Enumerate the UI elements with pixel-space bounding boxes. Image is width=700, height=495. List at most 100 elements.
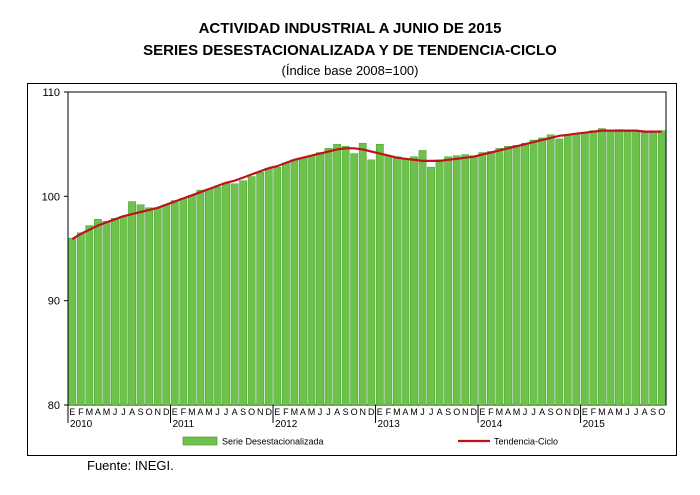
bar bbox=[256, 172, 265, 406]
bar bbox=[538, 137, 547, 406]
x-tick-label: A bbox=[437, 407, 443, 417]
bar bbox=[350, 153, 359, 406]
x-tick-label: N bbox=[462, 407, 469, 417]
bar bbox=[469, 155, 478, 406]
year-label: 2013 bbox=[378, 419, 401, 430]
bar bbox=[68, 237, 77, 406]
bar bbox=[358, 142, 367, 406]
y-tick-label: 100 bbox=[42, 191, 60, 203]
bar bbox=[486, 151, 495, 406]
bar bbox=[580, 132, 589, 406]
bar bbox=[102, 221, 111, 406]
x-tick-label: J bbox=[531, 407, 536, 417]
x-tick-label: F bbox=[181, 407, 187, 417]
x-tick-label: A bbox=[95, 407, 101, 417]
bar bbox=[598, 128, 606, 406]
x-tick-label: S bbox=[240, 407, 246, 417]
bar bbox=[85, 225, 94, 406]
bar bbox=[512, 145, 521, 406]
bar bbox=[657, 130, 666, 406]
x-tick-label: A bbox=[642, 407, 648, 417]
bar bbox=[384, 155, 393, 406]
bar bbox=[111, 218, 119, 406]
x-tick-label: A bbox=[402, 407, 408, 417]
x-tick-label: E bbox=[582, 407, 588, 417]
x-tick-label: F bbox=[591, 407, 597, 417]
x-tick-label: M bbox=[308, 407, 316, 417]
bar bbox=[640, 132, 649, 406]
chart-title: ACTIVIDAD INDUSTRIAL A JUNIO DE 2015 bbox=[198, 20, 502, 37]
bar bbox=[504, 146, 512, 406]
y-tick-label: 80 bbox=[48, 400, 60, 412]
bar bbox=[162, 204, 171, 406]
bar bbox=[333, 143, 341, 406]
x-tick-label: N bbox=[359, 407, 366, 417]
bar bbox=[367, 159, 376, 406]
x-tick-label: J bbox=[420, 407, 425, 417]
bar bbox=[128, 201, 136, 406]
bar bbox=[179, 198, 188, 406]
x-tick-label: S bbox=[343, 407, 349, 417]
x-tick-label: M bbox=[103, 407, 111, 417]
bar bbox=[264, 167, 273, 406]
bar bbox=[572, 133, 581, 406]
x-tick-label: M bbox=[598, 407, 606, 417]
bar bbox=[247, 176, 256, 406]
bar bbox=[495, 148, 504, 406]
x-tick-label: F bbox=[488, 407, 494, 417]
chart-subtitle-index: (Índice base 2008=100) bbox=[281, 63, 419, 78]
x-tick-label: J bbox=[215, 407, 220, 417]
x-tick-label: N bbox=[565, 407, 572, 417]
x-tick-label: S bbox=[548, 407, 554, 417]
x-tick-label: J bbox=[224, 407, 229, 417]
x-tick-label: F bbox=[386, 407, 392, 417]
bar bbox=[461, 154, 470, 406]
bar bbox=[307, 155, 316, 406]
bar bbox=[153, 207, 162, 406]
bar bbox=[136, 204, 145, 406]
year-label: 2015 bbox=[583, 419, 606, 430]
year-label: 2012 bbox=[275, 419, 298, 430]
plot-area bbox=[67, 91, 667, 406]
x-tick-label: O bbox=[556, 407, 563, 417]
x-tick-label: E bbox=[172, 407, 178, 417]
year-label: 2010 bbox=[70, 419, 93, 430]
x-tick-label: O bbox=[658, 407, 665, 417]
bar bbox=[299, 157, 307, 406]
bar bbox=[196, 189, 205, 406]
bar bbox=[145, 207, 154, 406]
bar bbox=[649, 131, 658, 406]
bar bbox=[230, 183, 239, 406]
bar bbox=[341, 146, 350, 406]
x-tick-label: A bbox=[334, 407, 340, 417]
legend-label-bars: Serie Desestacionalizada bbox=[222, 437, 324, 447]
x-tick-label: O bbox=[248, 407, 255, 417]
x-tick-label: O bbox=[146, 407, 153, 417]
x-tick-label: J bbox=[113, 407, 118, 417]
chart-frame: 80 90 100 110 E F M A M J J A S O N D E F M A M J J A S O N D E F M A M J… bbox=[27, 83, 677, 456]
x-tick-label: O bbox=[453, 407, 460, 417]
x-tick-label: M bbox=[513, 407, 521, 417]
bar bbox=[324, 148, 333, 406]
x-tick-label: A bbox=[539, 407, 545, 417]
bar bbox=[615, 129, 623, 406]
bar bbox=[170, 200, 179, 406]
bar bbox=[427, 166, 435, 406]
bar bbox=[281, 162, 290, 406]
bar bbox=[529, 139, 538, 406]
x-tick-label: N bbox=[154, 407, 161, 417]
x-tick-label: A bbox=[197, 407, 203, 417]
bar bbox=[452, 155, 461, 406]
bar bbox=[435, 159, 444, 406]
x-tick-label: M bbox=[188, 407, 196, 417]
x-tick-label: A bbox=[300, 407, 306, 417]
legend-label-line: Tendencia-Ciclo bbox=[494, 437, 558, 447]
y-tick-label: 90 bbox=[48, 296, 60, 308]
x-tick-label: S bbox=[445, 407, 451, 417]
x-tick-label: A bbox=[607, 407, 613, 417]
x-tick-label: E bbox=[274, 407, 280, 417]
bar bbox=[222, 182, 230, 406]
x-tick-label: J bbox=[634, 407, 639, 417]
x-tick-label: J bbox=[318, 407, 323, 417]
